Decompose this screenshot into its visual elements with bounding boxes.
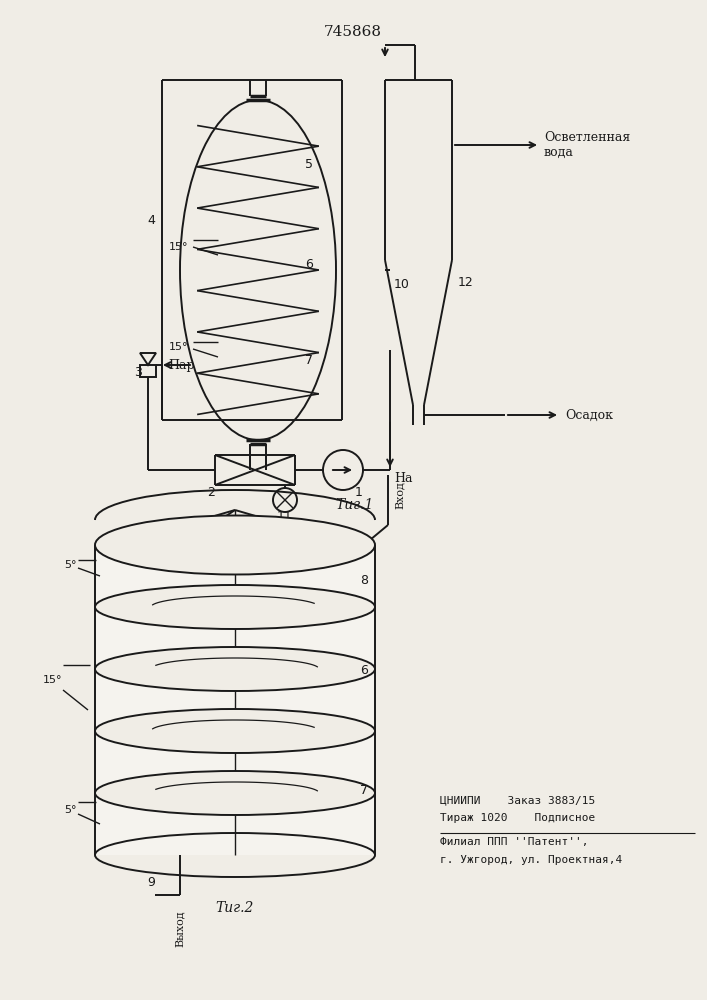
Text: 7: 7 [360,784,368,796]
Text: 1: 1 [355,486,363,498]
Text: 7: 7 [305,354,313,366]
Ellipse shape [95,516,375,574]
Text: Выход: Выход [175,910,185,947]
Text: 15°: 15° [42,675,62,685]
Text: 9: 9 [147,876,155,888]
Text: 5°: 5° [64,805,77,815]
Polygon shape [95,545,375,855]
Text: Осветленная
вода: Осветленная вода [544,131,630,159]
Text: 4: 4 [147,214,155,227]
Text: 5°: 5° [64,560,77,570]
Text: Вход: Вход [395,481,405,509]
Ellipse shape [95,771,375,815]
Text: 8: 8 [360,574,368,586]
Ellipse shape [95,585,375,629]
Text: Τиг.1: Τиг.1 [336,498,374,512]
Ellipse shape [95,709,375,753]
Text: Осадок: Осадок [565,408,613,422]
Text: 10: 10 [394,277,410,290]
Text: 15°: 15° [168,242,188,252]
Text: 11: 11 [277,510,293,523]
Text: Τиг.2: Τиг.2 [216,901,255,915]
Text: Тираж 1020    Подписное: Тираж 1020 Подписное [440,813,595,823]
Text: 12: 12 [458,275,474,288]
Text: На: На [394,472,412,485]
Text: 6: 6 [360,664,368,676]
Text: г. Ужгород, ул. Проектная,4: г. Ужгород, ул. Проектная,4 [440,855,622,865]
Text: 6: 6 [305,258,313,271]
Text: 5: 5 [305,158,313,172]
Text: 3: 3 [134,365,142,378]
Text: Пар: Пар [168,359,194,371]
Text: ЦНИИПИ    Заказ 3883/15: ЦНИИПИ Заказ 3883/15 [440,795,595,805]
Text: 745868: 745868 [324,25,382,39]
Text: 15°: 15° [168,342,188,352]
Text: Филиал ППП ''Патент'',: Филиал ППП ''Патент'', [440,837,588,847]
Ellipse shape [95,647,375,691]
Text: 2: 2 [207,486,215,498]
